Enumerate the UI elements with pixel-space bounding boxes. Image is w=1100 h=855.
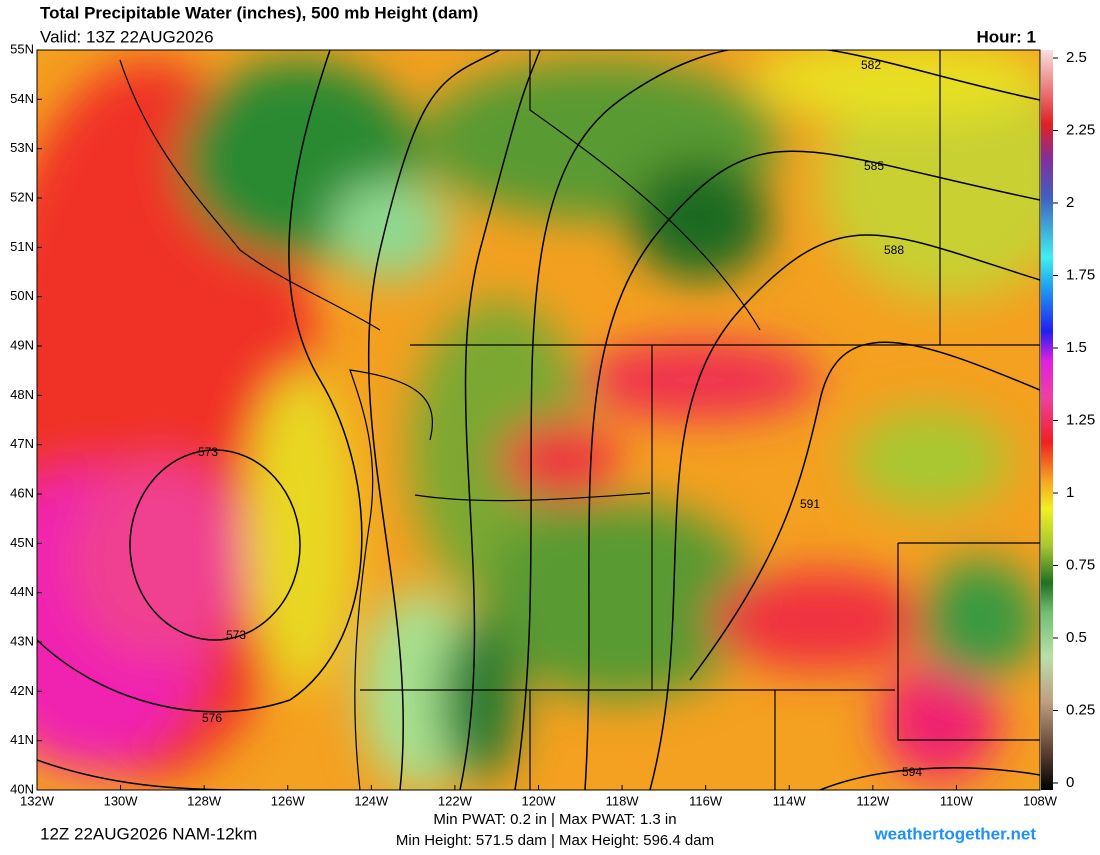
colorbar-label: 0.75 <box>1066 556 1095 573</box>
contour-label: 591 <box>800 497 820 511</box>
colorbar-label: 1 <box>1066 484 1074 501</box>
lat-label: 52N <box>10 189 34 204</box>
lat-label: 48N <box>10 387 34 402</box>
lon-label: 118W <box>606 793 640 808</box>
height-contours <box>37 50 1040 790</box>
contour-label: 588 <box>884 243 904 257</box>
lat-label: 44N <box>10 584 34 599</box>
lat-label: 47N <box>10 436 34 451</box>
lat-label: 49N <box>10 337 34 352</box>
contour-label: 573 <box>198 445 218 459</box>
site-credit: weathertogether.net <box>873 824 1036 843</box>
colorbar-label: 1.75 <box>1066 266 1095 283</box>
lon-label: 116W <box>689 793 723 808</box>
lat-label: 51N <box>10 239 34 254</box>
lon-label: 120W <box>522 793 557 808</box>
contour-label: 576 <box>202 711 222 725</box>
lon-label: 130W <box>104 793 139 808</box>
height-range: Min Height: 571.5 dam | Max Height: 596.… <box>396 832 714 849</box>
forecast-hour: Hour: 1 <box>977 27 1037 46</box>
lon-label: 132W <box>20 793 55 808</box>
lat-label: 55N <box>10 41 34 56</box>
lat-label: 40N <box>10 781 34 796</box>
borders <box>119 50 1040 790</box>
lon-label: 128W <box>187 793 222 808</box>
lat-label: 45N <box>10 535 34 550</box>
colorbar <box>1041 50 1053 790</box>
colorbar-label: 0 <box>1066 774 1074 791</box>
contour-label: 582 <box>861 58 881 72</box>
contour-label: 573 <box>226 628 246 642</box>
lat-label: 46N <box>10 485 34 500</box>
lon-label: 112W <box>856 793 890 808</box>
pwat-field <box>37 50 1040 790</box>
colorbar-label: 0.5 <box>1066 629 1087 646</box>
lon-label: 122W <box>438 793 473 808</box>
contour-label: 594 <box>902 765 922 779</box>
lon-label: 108W <box>1023 793 1058 808</box>
lon-label: 114W <box>773 793 807 808</box>
lat-label: 42N <box>10 683 34 698</box>
contour-label: 585 <box>864 159 884 173</box>
lat-label: 41N <box>10 732 34 747</box>
lon-label: 124W <box>354 793 389 808</box>
valid-time: Valid: 13Z 22AUG2026 <box>40 27 214 46</box>
colorbar-label: 2.5 <box>1066 49 1087 66</box>
lon-label: 110W <box>940 793 974 808</box>
lat-label: 43N <box>10 633 34 648</box>
colorbar-label: 2 <box>1066 194 1074 211</box>
pwat-range: Min PWAT: 0.2 in | Max PWAT: 1.3 in <box>433 811 676 828</box>
lat-label: 53N <box>10 140 34 155</box>
model-run: 12Z 22AUG2026 NAM-12km <box>40 824 257 843</box>
colorbar-label: 1.5 <box>1066 339 1087 356</box>
lat-label: 50N <box>10 288 34 303</box>
lon-label: 126W <box>271 793 306 808</box>
colorbar-label: 0.25 <box>1066 701 1095 718</box>
colorbar-label: 2.25 <box>1066 121 1095 138</box>
colorbar-label: 1.25 <box>1066 411 1095 428</box>
title: Total Precipitable Water (inches), 500 m… <box>40 3 478 22</box>
lat-label: 54N <box>10 91 34 106</box>
